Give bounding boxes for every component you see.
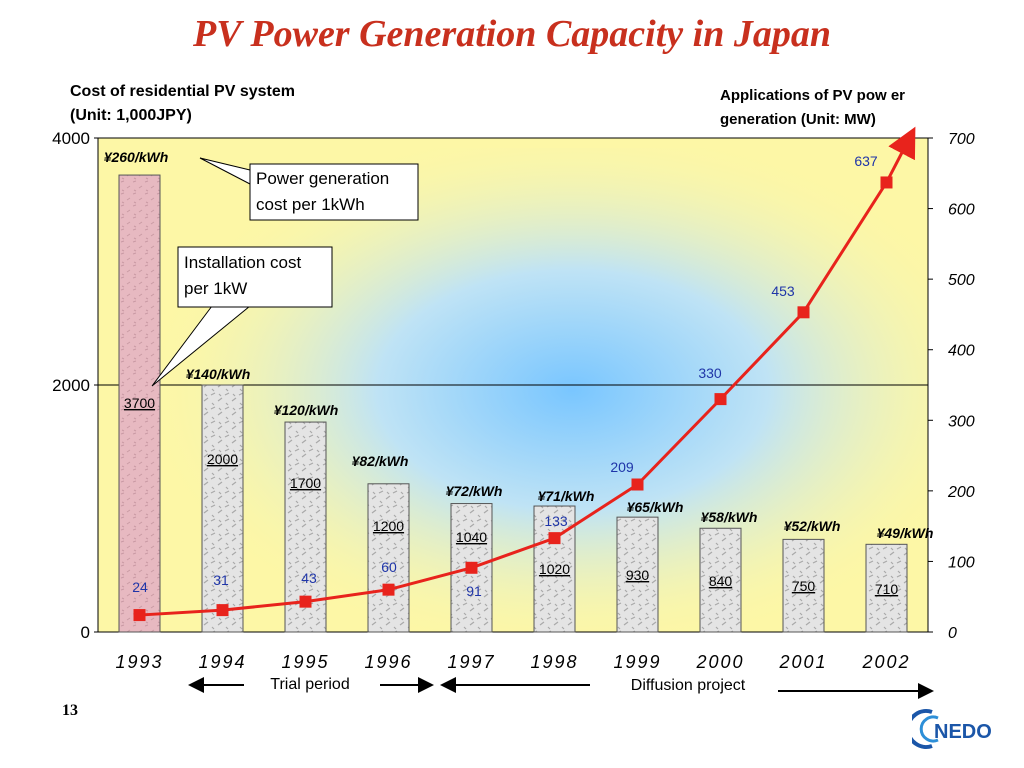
cost-per-kwh-label: ¥58/kWh bbox=[701, 509, 758, 525]
line-point bbox=[216, 604, 229, 617]
bar bbox=[616, 516, 659, 633]
right-tick-label: 400 bbox=[948, 343, 975, 360]
bar-label: 2000 bbox=[207, 451, 238, 467]
right-tick-label: 100 bbox=[948, 554, 975, 571]
left-tick-label: 0 bbox=[81, 623, 90, 642]
bar-label: 1040 bbox=[456, 529, 487, 545]
line-value-label: 133 bbox=[544, 513, 568, 529]
line-point bbox=[631, 478, 644, 491]
line-value-label: 330 bbox=[698, 365, 722, 381]
callout-install-line2: per 1kW bbox=[184, 279, 247, 298]
left-axis-label-line2: (Unit: 1,000JPY) bbox=[70, 107, 192, 124]
callout-install-line1: Installation cost bbox=[184, 253, 301, 272]
page-title: PV Power Generation Capacity in Japan bbox=[193, 13, 831, 55]
callout-power-line2: cost per 1kWh bbox=[256, 195, 365, 214]
line-point bbox=[548, 532, 561, 545]
line-value-label: 637 bbox=[854, 153, 878, 169]
bar-label: 1020 bbox=[539, 561, 570, 577]
x-tick-label: 1999 bbox=[613, 652, 661, 672]
bar bbox=[782, 538, 825, 633]
x-tick-label: 1997 bbox=[447, 652, 495, 672]
line-value-label: 43 bbox=[301, 570, 317, 586]
x-tick-label: 2001 bbox=[778, 652, 827, 672]
right-tick-label: 300 bbox=[948, 413, 975, 430]
line-value-label: 31 bbox=[213, 572, 229, 588]
line-point bbox=[133, 609, 146, 622]
line-point bbox=[880, 176, 893, 189]
bar-label: 930 bbox=[626, 567, 650, 583]
x-tick-label: 1994 bbox=[198, 652, 246, 672]
right-tick-label: 200 bbox=[947, 484, 975, 501]
x-tick-label: 2000 bbox=[695, 652, 744, 672]
left-axis-label: Cost of residential PV system (Unit: 1,0… bbox=[70, 80, 295, 128]
diffusion-project-label: Diffusion project bbox=[631, 677, 746, 694]
bar bbox=[533, 505, 576, 633]
line-value-label: 24 bbox=[132, 579, 148, 595]
line-point bbox=[382, 583, 395, 596]
right-axis-label-line1: Applications of PV pow er bbox=[720, 87, 906, 104]
callout-power-box bbox=[249, 163, 419, 221]
line-point bbox=[714, 393, 727, 406]
bar-label: 1200 bbox=[373, 518, 404, 534]
line-point bbox=[299, 595, 312, 608]
line-trend-arrow bbox=[885, 126, 916, 184]
bar-label: 710 bbox=[875, 581, 899, 597]
page-number: 13 bbox=[62, 702, 78, 719]
cost-per-kwh-label: ¥65/kWh bbox=[627, 499, 684, 515]
cost-per-kwh-label: ¥260/kWh bbox=[104, 149, 169, 165]
bar bbox=[201, 384, 244, 633]
cost-per-kwh-label: ¥52/kWh bbox=[784, 518, 841, 534]
line-point bbox=[797, 306, 810, 319]
x-tick-label: 1998 bbox=[530, 652, 578, 672]
trial-period-label: Trial period bbox=[270, 676, 349, 693]
cost-per-kwh-label: ¥140/kWh bbox=[186, 366, 251, 382]
cost-per-kwh-label: ¥82/kWh bbox=[352, 453, 409, 469]
bar-label: 1700 bbox=[290, 475, 321, 491]
right-axis-label-line2: generation (Unit: MW) bbox=[720, 111, 876, 128]
callout-power-line1: Power generation bbox=[256, 169, 389, 188]
x-tick-label: 1995 bbox=[281, 652, 329, 672]
callout-install-box bbox=[177, 246, 333, 308]
bar bbox=[367, 483, 410, 633]
line-point bbox=[465, 561, 478, 574]
logo-text: NEDO bbox=[934, 721, 992, 743]
line-value-label: 60 bbox=[381, 559, 397, 575]
line-series bbox=[139, 181, 888, 617]
right-tick-label: 700 bbox=[948, 131, 975, 148]
cost-per-kwh-label: ¥71/kWh bbox=[538, 488, 595, 504]
bar bbox=[865, 543, 908, 633]
bar-label: 750 bbox=[792, 578, 816, 594]
line-value-label: 453 bbox=[771, 283, 795, 299]
left-tick-label: 2000 bbox=[52, 376, 90, 395]
bar-label: 840 bbox=[709, 573, 733, 589]
left-axis-label-line1: Cost of residential PV system bbox=[70, 83, 295, 100]
line-value-label: 209 bbox=[610, 459, 634, 475]
right-tick-label: 0 bbox=[948, 625, 957, 642]
right-axis-label: Applications of PV pow er generation (Un… bbox=[720, 84, 905, 132]
right-tick-label: 500 bbox=[948, 272, 975, 289]
bar bbox=[699, 527, 742, 633]
cost-per-kwh-label: ¥120/kWh bbox=[274, 402, 339, 418]
x-tick-label: 1993 bbox=[115, 652, 163, 672]
line-value-label: 91 bbox=[466, 583, 482, 599]
bar-label: 3700 bbox=[124, 395, 155, 411]
left-tick-label: 4000 bbox=[52, 129, 90, 148]
bar bbox=[118, 174, 161, 633]
cost-per-kwh-label: ¥49/kWh bbox=[877, 525, 934, 541]
right-tick-label: 600 bbox=[948, 202, 975, 219]
x-tick-label: 2002 bbox=[861, 652, 910, 672]
x-tick-label: 1996 bbox=[364, 652, 412, 672]
cost-per-kwh-label: ¥72/kWh bbox=[446, 483, 503, 499]
nedo-logo: NEDO bbox=[912, 709, 992, 749]
